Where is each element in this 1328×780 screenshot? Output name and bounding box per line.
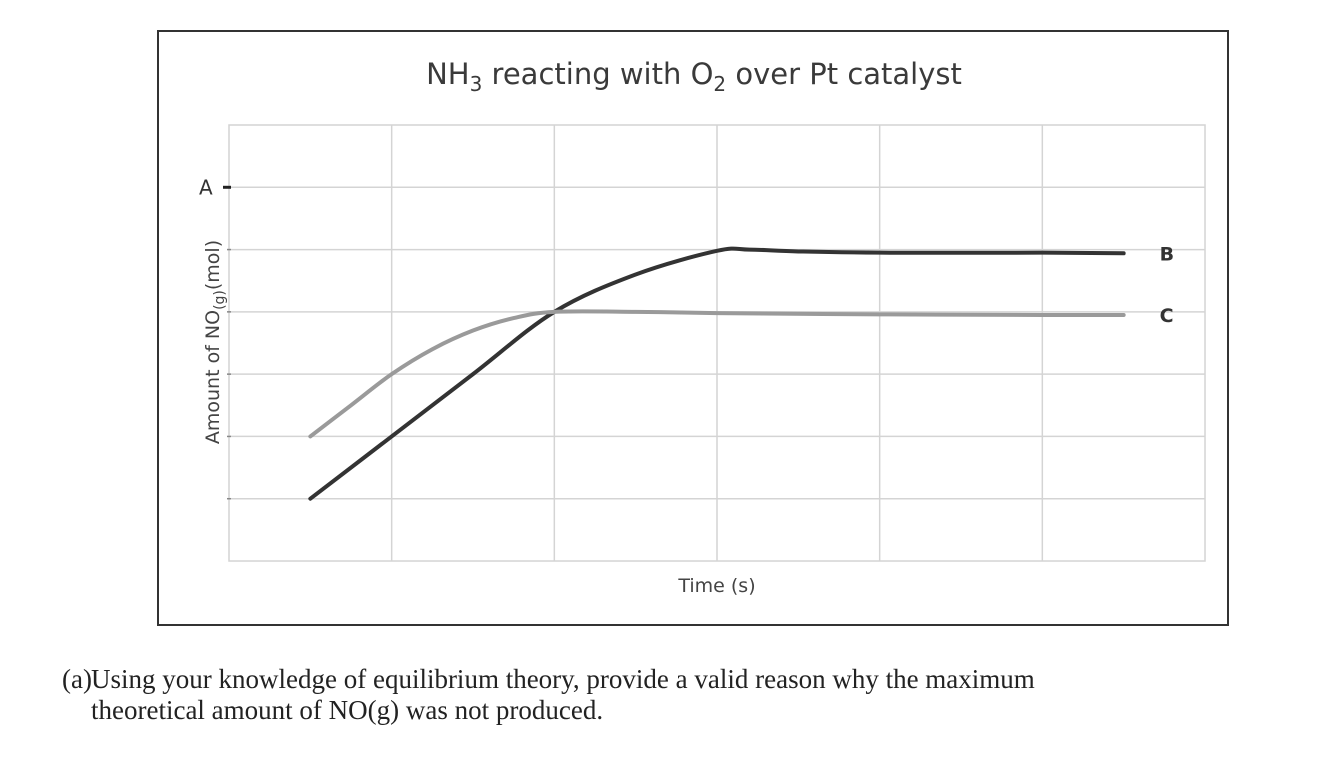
series-label-c: C [1160,305,1174,327]
question-line-2: theoretical amount of NO(g) was not prod… [91,695,604,725]
y-axis-label: Amount of NO(g)(mol) [202,240,228,444]
chart-svg: B C A NH3 reacting with O2 over Pt catalyst… [199,57,1206,597]
series-label-b: B [1160,243,1174,265]
series-line-b [308,246,1126,501]
y-marker-label: A [199,175,213,199]
question-label: (a) [62,664,92,694]
chart-title: NH3 reacting with O2 over Pt catalyst [426,57,962,96]
x-axis-label: Time (s) [677,575,755,597]
question-line-1: Using your knowledge of equilibrium theo… [91,664,1035,694]
chart-frame: B C A NH3 reacting with O2 over Pt catalyst… [157,30,1229,626]
question-text: Using your knowledge of equilibrium theo… [91,664,1241,726]
series-line-c [308,309,1126,439]
